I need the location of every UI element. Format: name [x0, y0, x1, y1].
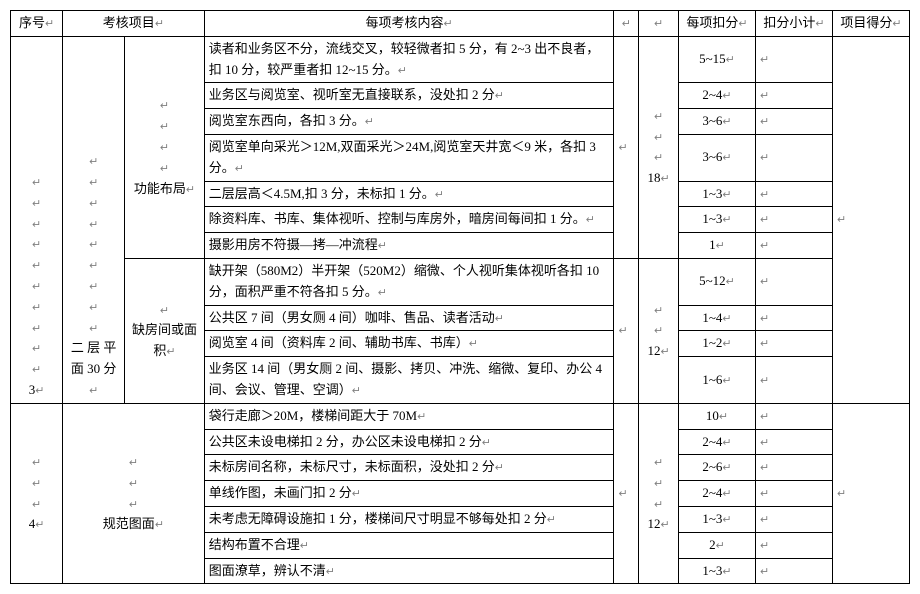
- table-row: ↵↵↵↵ ↵↵↵↵ ↵↵ 3↵ ↵↵↵↵ ↵↵↵↵ ↵ 二 层 平面 30 分↵…: [11, 36, 910, 83]
- table-row: ↵ 缺房间或面积↵ 缺开架（580M2）半开架（520M2）缩微、个人视听集体视…: [11, 258, 910, 305]
- deduct-cell: 1~2↵: [679, 331, 756, 357]
- col-content: 每项考核内容↵: [204, 11, 614, 37]
- subtotal-cell: ↵: [755, 83, 832, 109]
- content-cell: 摄影用房不符摄—拷—冲流程↵: [204, 233, 614, 259]
- seq-cell: ↵↵↵ 4↵: [11, 403, 63, 584]
- content-cell: 未考虑无障碍设施扣 1 分，楼梯间尺寸明显不够每处扣 2 分↵: [204, 506, 614, 532]
- content-cell: 除资料库、书库、集体视听、控制与库房外，暗房间每间扣 1 分。↵: [204, 207, 614, 233]
- deduct-cell: 5~15↵: [679, 36, 756, 83]
- deduct-cell: 1~3↵: [679, 181, 756, 207]
- empty-cell: ↵: [614, 403, 639, 584]
- subtotal-cell: ↵: [755, 258, 832, 305]
- subtotal-cell: ↵: [755, 233, 832, 259]
- project-cell: ↵↵↵ 规范图面↵: [63, 403, 205, 584]
- content-cell: 未标房间名称，未标尺寸，未标面积，没处扣 2 分↵: [204, 455, 614, 481]
- score-cell: ↵: [832, 36, 909, 403]
- table-row: ↵↵↵ 4↵ ↵↵↵ 规范图面↵ 袋行走廊＞20M，楼梯间距大于 70M↵ ↵ …: [11, 403, 910, 429]
- deduct-cell: 2~6↵: [679, 455, 756, 481]
- col-deduct: 每项扣分↵: [679, 11, 756, 37]
- subtotal-cell: ↵: [755, 181, 832, 207]
- subtotal-cell: ↵: [755, 207, 832, 233]
- content-cell: 业务区 14 间（男女厕 2 间、摄影、拷贝、冲洗、缩微、复印、办公 4 间、会…: [204, 357, 614, 404]
- content-cell: 缺开架（580M2）半开架（520M2）缩微、个人视听集体视听各扣 10 分，面…: [204, 258, 614, 305]
- subtotal-cell: ↵: [755, 357, 832, 404]
- deduct-cell: 1~3↵: [679, 207, 756, 233]
- content-cell: 阅览室东西向，各扣 3 分。↵: [204, 109, 614, 135]
- deduct-cell: 5~12↵: [679, 258, 756, 305]
- deduct-cell: 1~4↵: [679, 305, 756, 331]
- group-subtotal: ↵↵ 12↵: [639, 258, 679, 403]
- deduct-cell: 3~6↵: [679, 134, 756, 181]
- content-cell: 读者和业务区不分，流线交叉，较轻微者扣 5 分，有 2~3 出不良者，扣 10 …: [204, 36, 614, 83]
- subtotal-cell: ↵: [755, 36, 832, 83]
- content-cell: 公共区未设电梯扣 2 分，办公区未设电梯扣 2 分↵: [204, 429, 614, 455]
- deduct-cell: 1~3↵: [679, 558, 756, 584]
- deduct-cell: 1↵: [679, 233, 756, 259]
- seq-cell: ↵↵↵↵ ↵↵↵↵ ↵↵ 3↵: [11, 36, 63, 403]
- assessment-table: 序号↵ 考核项目↵ 每项考核内容↵ ↵ ↵ 每项扣分↵ 扣分小计↵ 项目得分↵ …: [10, 10, 910, 584]
- content-cell: 袋行走廊＞20M，楼梯间距大于 70M↵: [204, 403, 614, 429]
- subtotal-cell: ↵: [755, 481, 832, 507]
- subtotal-cell: ↵: [755, 506, 832, 532]
- score-cell: ↵: [832, 403, 909, 584]
- col-empty2: ↵: [639, 11, 679, 37]
- subtotal-cell: ↵: [755, 455, 832, 481]
- deduct-cell: 10↵: [679, 403, 756, 429]
- col-project: 考核项目↵: [63, 11, 205, 37]
- col-score: 项目得分↵: [832, 11, 909, 37]
- content-cell: 单线作图，未画门扣 2 分↵: [204, 481, 614, 507]
- subgroup-cell: ↵↵↵↵ 功能布局↵: [125, 36, 204, 258]
- deduct-cell: 1~3↵: [679, 506, 756, 532]
- deduct-cell: 2↵: [679, 532, 756, 558]
- group-subtotal: ↵↵↵ 18↵: [639, 36, 679, 258]
- content-cell: 图面潦草，辨认不清↵: [204, 558, 614, 584]
- content-cell: 二层层高＜4.5M,扣 3 分，未标扣 1 分。↵: [204, 181, 614, 207]
- subtotal-cell: ↵: [755, 429, 832, 455]
- deduct-cell: 2~4↵: [679, 481, 756, 507]
- col-seq: 序号↵: [11, 11, 63, 37]
- table-header-row: 序号↵ 考核项目↵ 每项考核内容↵ ↵ ↵ 每项扣分↵ 扣分小计↵ 项目得分↵: [11, 11, 910, 37]
- deduct-cell: 2~4↵: [679, 429, 756, 455]
- content-cell: 公共区 7 间（男女厕 4 间）咖啡、售品、读者活动↵: [204, 305, 614, 331]
- group-subtotal: ↵↵↵ 12↵: [639, 403, 679, 584]
- col-subtotal: 扣分小计↵: [755, 11, 832, 37]
- content-cell: 阅览室单向采光＞12M,双面采光＞24M,阅览室天井宽＜9 米，各扣 3 分。↵: [204, 134, 614, 181]
- empty-cell: ↵: [614, 36, 639, 258]
- content-cell: 阅览室 4 间（资料库 2 间、辅助书库、书库）↵: [204, 331, 614, 357]
- subtotal-cell: ↵: [755, 558, 832, 584]
- content-cell: 业务区与阅览室、视听室无直接联系，没处扣 2 分↵: [204, 83, 614, 109]
- subtotal-cell: ↵: [755, 305, 832, 331]
- deduct-cell: 1~6↵: [679, 357, 756, 404]
- content-cell: 结构布置不合理↵: [204, 532, 614, 558]
- project-cell: ↵↵↵↵ ↵↵↵↵ ↵ 二 层 平面 30 分↵: [63, 36, 125, 403]
- col-empty1: ↵: [614, 11, 639, 37]
- subgroup-cell: ↵ 缺房间或面积↵: [125, 258, 204, 403]
- subtotal-cell: ↵: [755, 532, 832, 558]
- empty-cell: ↵: [614, 258, 639, 403]
- subtotal-cell: ↵: [755, 331, 832, 357]
- deduct-cell: 3~6↵: [679, 109, 756, 135]
- subtotal-cell: ↵: [755, 403, 832, 429]
- deduct-cell: 2~4↵: [679, 83, 756, 109]
- subtotal-cell: ↵: [755, 134, 832, 181]
- subtotal-cell: ↵: [755, 109, 832, 135]
